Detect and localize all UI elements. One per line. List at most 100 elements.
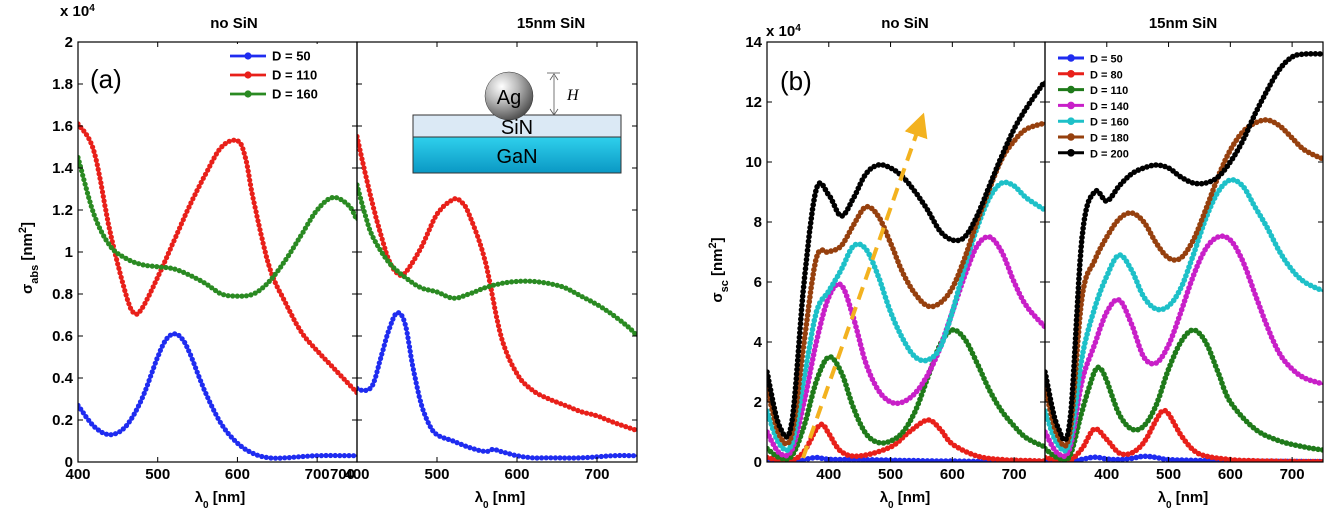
panel-b-marker (843, 382, 849, 388)
panel-b-marker (1089, 348, 1095, 354)
panel-b-marker (808, 331, 815, 337)
panel-b-marker (899, 399, 905, 406)
panel-a-marker (269, 275, 275, 281)
panel-b-marker (1162, 163, 1168, 170)
panel-a-marker (312, 210, 318, 216)
panel-a-marker (463, 443, 469, 449)
panel-a-marker (447, 294, 453, 301)
panel-b-marker (1109, 392, 1115, 399)
panel-b-marker (822, 303, 829, 309)
panel-a-marker (366, 226, 373, 232)
panel-a-marker (254, 213, 260, 219)
panel-b-marker (1000, 252, 1007, 258)
panel-a-marker (473, 229, 479, 235)
panel-b-marker (1045, 373, 1049, 380)
panel-a-marker (409, 279, 415, 285)
panel-b-marker (1027, 457, 1033, 462)
panel-a-ytick-label: 1.2 (52, 202, 73, 219)
panel-a-marker (391, 265, 397, 271)
panel-a-marker (148, 288, 154, 294)
panel-a-marker (579, 409, 585, 415)
panel-a-marker (274, 284, 280, 290)
panel-a-marker (412, 375, 418, 382)
panel-b-subplot-15nm-sin (1045, 51, 1323, 462)
panel-b-marker (1301, 458, 1307, 462)
panel-b-marker (1112, 401, 1118, 408)
panel-b-marker (837, 269, 843, 276)
panel-a-plot-area-1 (357, 133, 637, 461)
panel-a-marker (367, 386, 373, 392)
panel-a-marker (376, 360, 382, 366)
panel-b-marker (1205, 200, 1211, 206)
panel-b-marker (1078, 456, 1085, 462)
panel-b-marker (852, 241, 859, 248)
panel-b-subplot-no-sin (767, 80, 1045, 462)
panel-a-marker (263, 254, 269, 260)
panel-b-marker (1090, 309, 1097, 315)
panel-a-marker (86, 136, 92, 142)
panel-b-marker (814, 376, 820, 382)
panel-b-marker (853, 189, 860, 196)
panel-a-marker (235, 138, 241, 144)
panel-b-marker (798, 316, 804, 322)
panel-b-marker (801, 335, 808, 341)
panel-b-marker (793, 375, 800, 382)
panel-a-marker (507, 451, 513, 457)
panel-b-marker (1116, 450, 1122, 456)
panel-b-marker (1093, 254, 1099, 260)
panel-b-marker (1137, 347, 1144, 353)
panel-b-marker (1255, 458, 1261, 462)
panel-b-marker (1249, 282, 1255, 289)
panel-a-marker (335, 369, 341, 376)
panel-a-marker (115, 251, 121, 257)
panel-a-marker (338, 373, 344, 379)
panel-b-plot-area-1 (1045, 51, 1323, 462)
panel-b-marker (1204, 453, 1211, 460)
panel-b-xtick-label: 700 (1002, 466, 1027, 483)
panel-b-marker (986, 183, 993, 189)
panel-a-marker (375, 243, 381, 249)
panel-b-marker (853, 324, 859, 330)
panel-b-marker (879, 220, 885, 227)
panel-b-marker (817, 367, 824, 374)
panel-a-marker (144, 296, 150, 302)
panel-a-marker (618, 422, 624, 428)
panel-b-marker (943, 329, 949, 336)
panel-a-marker (305, 221, 311, 227)
panel-a-marker (238, 443, 244, 449)
panel-b-marker (1073, 317, 1080, 323)
panel-a-marker (167, 332, 173, 338)
panel-a-marker (276, 288, 282, 294)
panel-a-marker (152, 280, 158, 286)
panel-a-marker (347, 383, 354, 389)
panel-b-marker (1244, 127, 1251, 134)
panel-b-series-d-80-markers-1 (1045, 407, 1323, 462)
panel-a-marker (286, 455, 292, 461)
panel-a-marker (441, 435, 447, 441)
panel-b-marker (890, 400, 896, 406)
panel-a-marker (215, 415, 221, 421)
panel-b-marker (1072, 349, 1078, 356)
panel-b-marker (918, 357, 924, 364)
panel-b-marker (1267, 330, 1273, 336)
panel-a-marker (554, 282, 560, 288)
panel-b-marker (946, 236, 952, 242)
panel-b-marker (808, 365, 814, 372)
panel-b-marker (1004, 140, 1010, 147)
panel-b-marker (1078, 243, 1084, 250)
panel-b-marker (1096, 291, 1102, 298)
panel-a-marker (434, 289, 440, 295)
panel-b-marker (1287, 458, 1293, 462)
panel-b-marker (869, 457, 875, 462)
panel-b-marker (1002, 256, 1008, 263)
panel-a-marker (438, 291, 444, 297)
panel-b-ytick-label: 14 (745, 34, 762, 51)
panel-a-marker (181, 269, 187, 275)
panel-b-marker (1292, 442, 1299, 449)
panel-a-marker (584, 410, 590, 416)
panel-a-ylabel-sup: 2 (17, 227, 29, 233)
panel-b-marker (1186, 285, 1192, 291)
panel-a-marker (268, 455, 274, 461)
panel-b-marker (838, 369, 844, 375)
